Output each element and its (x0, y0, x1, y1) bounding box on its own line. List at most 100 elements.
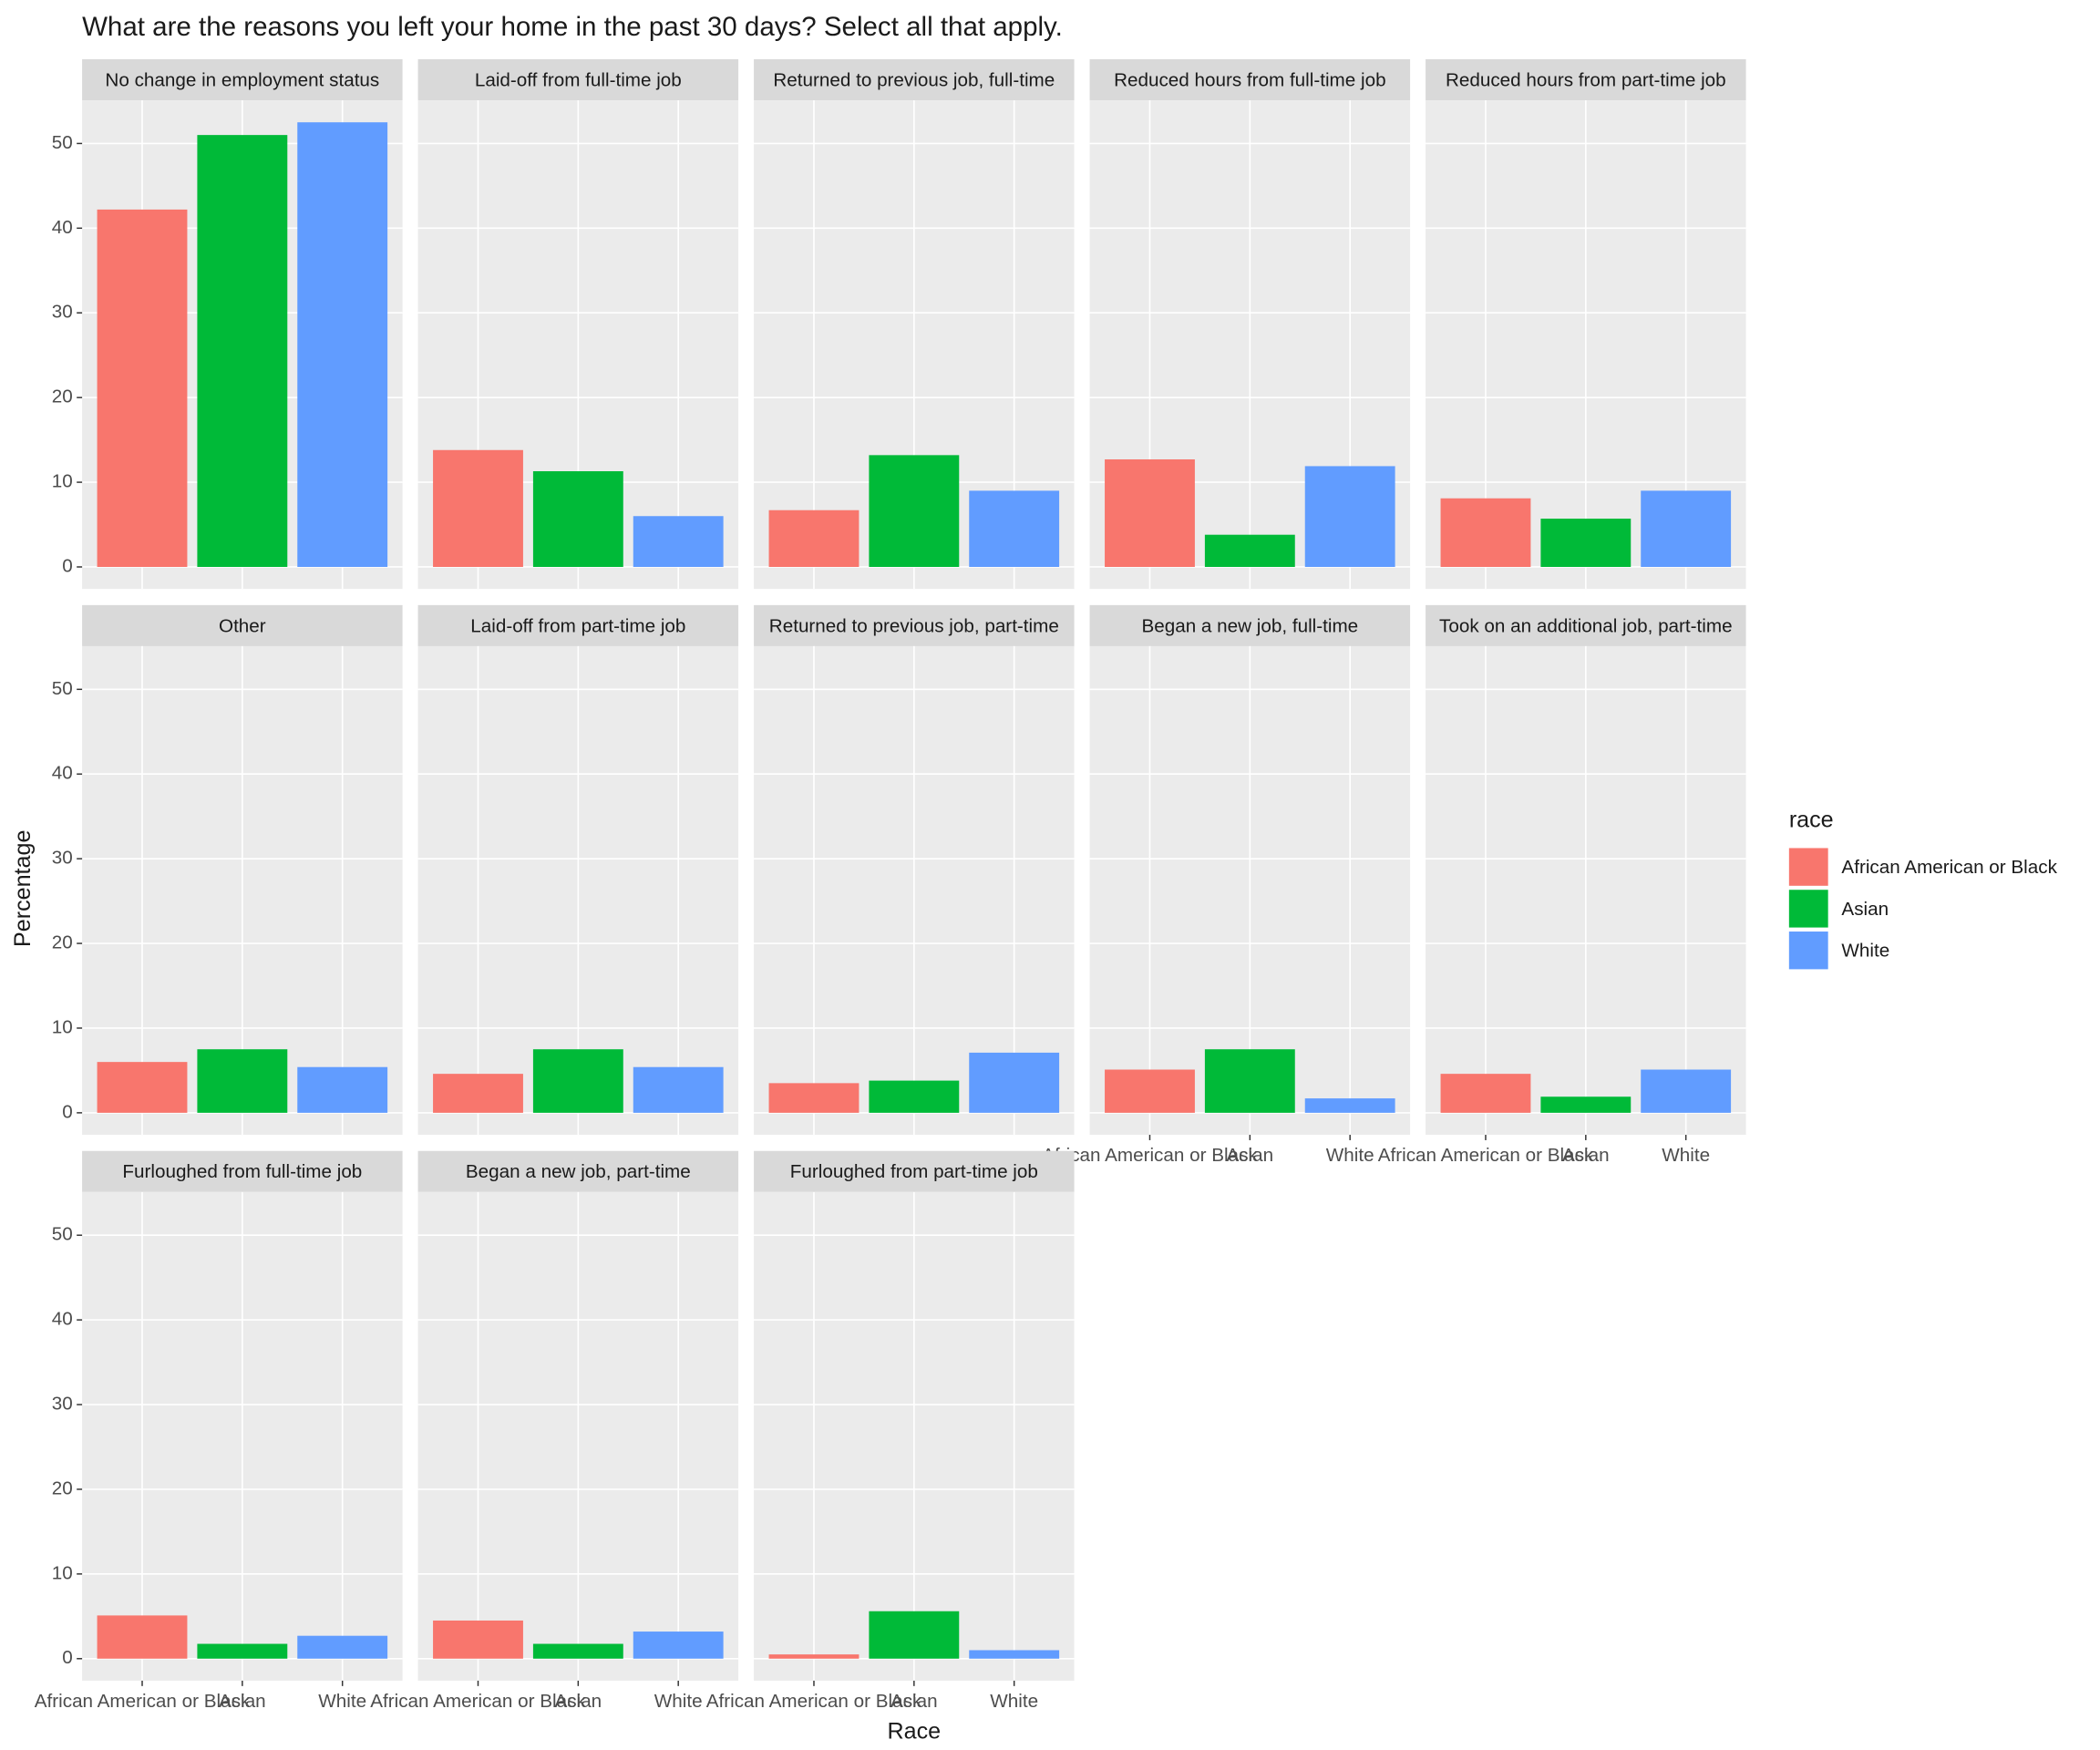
facet-title: Reduced hours from full-time job (1114, 69, 1386, 90)
facet-title: Furloughed from part-time job (790, 1161, 1038, 1182)
y-tick-label: 30 (52, 302, 73, 323)
y-tick-label: 20 (52, 386, 73, 407)
bar (969, 1650, 1060, 1659)
facet-title: No change in employment status (105, 69, 379, 90)
y-tick-label: 30 (52, 848, 73, 869)
strip (1089, 604, 1411, 646)
x-axis-label: Race (888, 1718, 942, 1744)
bar (1540, 519, 1632, 567)
y-tick-label: 0 (62, 555, 72, 576)
bar (433, 1620, 523, 1659)
bar (433, 449, 523, 567)
x-tick-label: White (1326, 1145, 1374, 1166)
bar (1304, 466, 1395, 567)
bar (768, 1083, 860, 1113)
y-tick-label: 50 (52, 1224, 73, 1245)
y-axis-label: Percentage (10, 830, 36, 947)
strip (417, 1150, 739, 1192)
legend-key (1788, 848, 1828, 886)
bar (1204, 534, 1295, 567)
bar (1440, 1074, 1531, 1113)
bar (433, 1074, 523, 1113)
bar (1641, 490, 1732, 567)
y-tick-label: 40 (52, 763, 73, 784)
x-tick-label: Asian (890, 1691, 938, 1712)
bar (1105, 458, 1195, 567)
x-tick-label: African American or Black (1378, 1145, 1594, 1166)
bar (97, 1062, 188, 1113)
x-tick-label: Asian (1226, 1145, 1273, 1166)
bar (969, 1052, 1060, 1113)
facet-title: Laid-off from part-time job (470, 615, 685, 636)
y-tick-label: 0 (62, 1101, 72, 1122)
y-tick-label: 10 (52, 1016, 73, 1037)
x-tick-label: African American or Black (706, 1691, 922, 1712)
bar (969, 490, 1060, 567)
strip (754, 604, 1075, 646)
strip (754, 1150, 1075, 1192)
bar (633, 1066, 724, 1113)
x-tick-label: White (318, 1691, 366, 1712)
y-tick-label: 50 (52, 132, 73, 153)
x-tick-label: African American or Black (370, 1691, 586, 1712)
bar (869, 1080, 960, 1113)
facet-title: Other (219, 615, 266, 636)
y-tick-label: 20 (52, 932, 73, 953)
bar (532, 1643, 623, 1659)
strip (1426, 604, 1746, 646)
y-tick-label: 10 (52, 471, 73, 492)
x-tick-label: Asian (1562, 1145, 1610, 1166)
x-tick-label: African American or Black (35, 1691, 251, 1712)
legend-label: Asian (1841, 899, 1889, 920)
bar (297, 1066, 388, 1113)
y-tick-label: 40 (52, 217, 73, 238)
bar (197, 1049, 288, 1113)
legend-label: African American or Black (1841, 857, 2057, 878)
bar (768, 510, 860, 567)
bar (532, 471, 623, 567)
x-tick-label: White (990, 1691, 1038, 1712)
x-tick-label: White (654, 1691, 703, 1712)
facet-title: Took on an additional job, part-time (1439, 615, 1733, 636)
bar (1304, 1098, 1395, 1113)
bar (869, 1611, 960, 1659)
bar (297, 122, 388, 567)
strip (82, 1150, 403, 1192)
bar (197, 1643, 288, 1659)
legend-title: race (1789, 808, 1834, 833)
bar (633, 516, 724, 567)
bar (97, 1615, 188, 1659)
chart-title: What are the reasons you left your home … (82, 12, 1063, 42)
facet-title: Returned to previous job, full-time (773, 69, 1055, 90)
strip (1426, 58, 1746, 101)
strip (417, 58, 739, 101)
bar (532, 1049, 623, 1113)
bar (297, 1635, 388, 1659)
legend-label: White (1841, 941, 1889, 962)
facet-title: Returned to previous job, part-time (769, 615, 1059, 636)
x-tick-label: African American or Black (1042, 1145, 1258, 1166)
bar (869, 455, 960, 567)
bar (1204, 1049, 1295, 1113)
y-tick-label: 50 (52, 678, 73, 699)
y-tick-label: 30 (52, 1393, 73, 1414)
bar (1540, 1096, 1632, 1113)
y-tick-label: 40 (52, 1309, 73, 1330)
x-tick-label: White (1662, 1145, 1710, 1166)
strip (417, 604, 739, 646)
bar (97, 209, 188, 567)
strip (82, 604, 403, 646)
bar (197, 135, 288, 567)
facet-title: Furloughed from full-time job (122, 1161, 362, 1182)
legend-key (1788, 932, 1828, 970)
facet-title: Began a new job, full-time (1141, 615, 1358, 636)
facet-title: Laid-off from full-time job (475, 69, 682, 90)
strip (82, 58, 403, 101)
bar (633, 1632, 724, 1659)
bar (1641, 1069, 1732, 1113)
facet-title: Reduced hours from part-time job (1446, 69, 1726, 90)
bar (1105, 1069, 1195, 1113)
y-tick-label: 0 (62, 1647, 72, 1668)
strip (1089, 58, 1411, 101)
